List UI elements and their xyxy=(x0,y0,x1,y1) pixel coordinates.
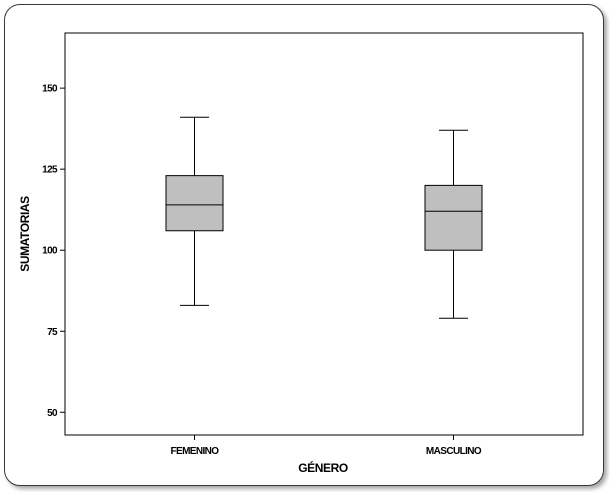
x-tick-label: FEMENINO xyxy=(171,446,220,457)
chart-frame: 50 75 100 125 150 FEMENINO MASCULINO SUMATORI… xyxy=(4,4,604,486)
box-femenino xyxy=(165,116,224,306)
y-tick-label: 50 xyxy=(47,408,58,419)
iqr-box xyxy=(165,175,224,232)
y-tick-label: 125 xyxy=(42,165,58,176)
box-masculino xyxy=(424,129,483,319)
boxplot-chart: 50 75 100 125 150 FEMENINO MASCULINO SUMATORI… xyxy=(18,32,584,475)
plot-area xyxy=(64,32,584,436)
y-tick-label: 75 xyxy=(47,327,58,338)
y-tick-label: 150 xyxy=(42,84,58,95)
y-tick-label: 100 xyxy=(42,246,58,257)
x-axis: FEMENINO MASCULINO xyxy=(171,435,482,457)
box-series xyxy=(165,116,483,319)
iqr-box xyxy=(424,184,483,251)
x-tick-label: MASCULINO xyxy=(426,446,482,457)
x-axis-title: GÉNERO xyxy=(298,460,348,475)
y-axis-title: SUMATORIAS xyxy=(18,196,32,272)
y-axis: 50 75 100 125 150 xyxy=(42,84,65,419)
